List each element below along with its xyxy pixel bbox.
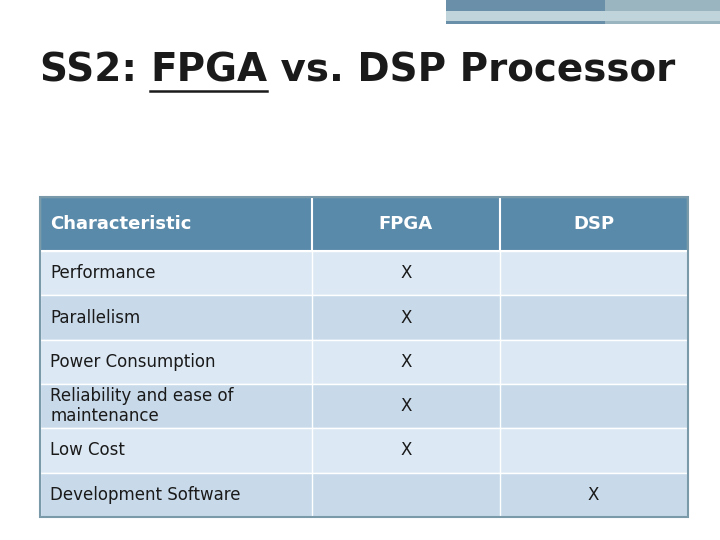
Text: DSP: DSP <box>573 215 614 233</box>
Text: Development Software: Development Software <box>50 485 241 504</box>
Text: X: X <box>400 353 411 371</box>
Text: vs. DSP Processor: vs. DSP Processor <box>267 51 675 89</box>
Bar <box>40 197 688 251</box>
Bar <box>40 340 688 384</box>
Text: Reliability and ease of
maintenance: Reliability and ease of maintenance <box>50 387 234 426</box>
Bar <box>40 384 688 428</box>
Bar <box>40 251 688 295</box>
Text: Parallelism: Parallelism <box>50 308 140 327</box>
Bar <box>446 0 605 24</box>
Bar <box>40 197 688 517</box>
Text: X: X <box>400 308 411 327</box>
Text: FPGA: FPGA <box>379 215 433 233</box>
Bar <box>446 11 720 21</box>
Text: X: X <box>400 264 411 282</box>
Text: Performance: Performance <box>50 264 156 282</box>
Text: Characteristic: Characteristic <box>50 215 192 233</box>
Bar <box>605 0 720 24</box>
Text: X: X <box>400 397 411 415</box>
Text: FPGA: FPGA <box>150 51 267 89</box>
Text: X: X <box>400 441 411 460</box>
Text: SS2:: SS2: <box>40 51 150 89</box>
Text: Low Cost: Low Cost <box>50 441 125 460</box>
Text: Power Consumption: Power Consumption <box>50 353 216 371</box>
Bar <box>40 295 688 340</box>
Text: X: X <box>588 485 599 504</box>
Bar <box>40 428 688 472</box>
Bar <box>40 472 688 517</box>
